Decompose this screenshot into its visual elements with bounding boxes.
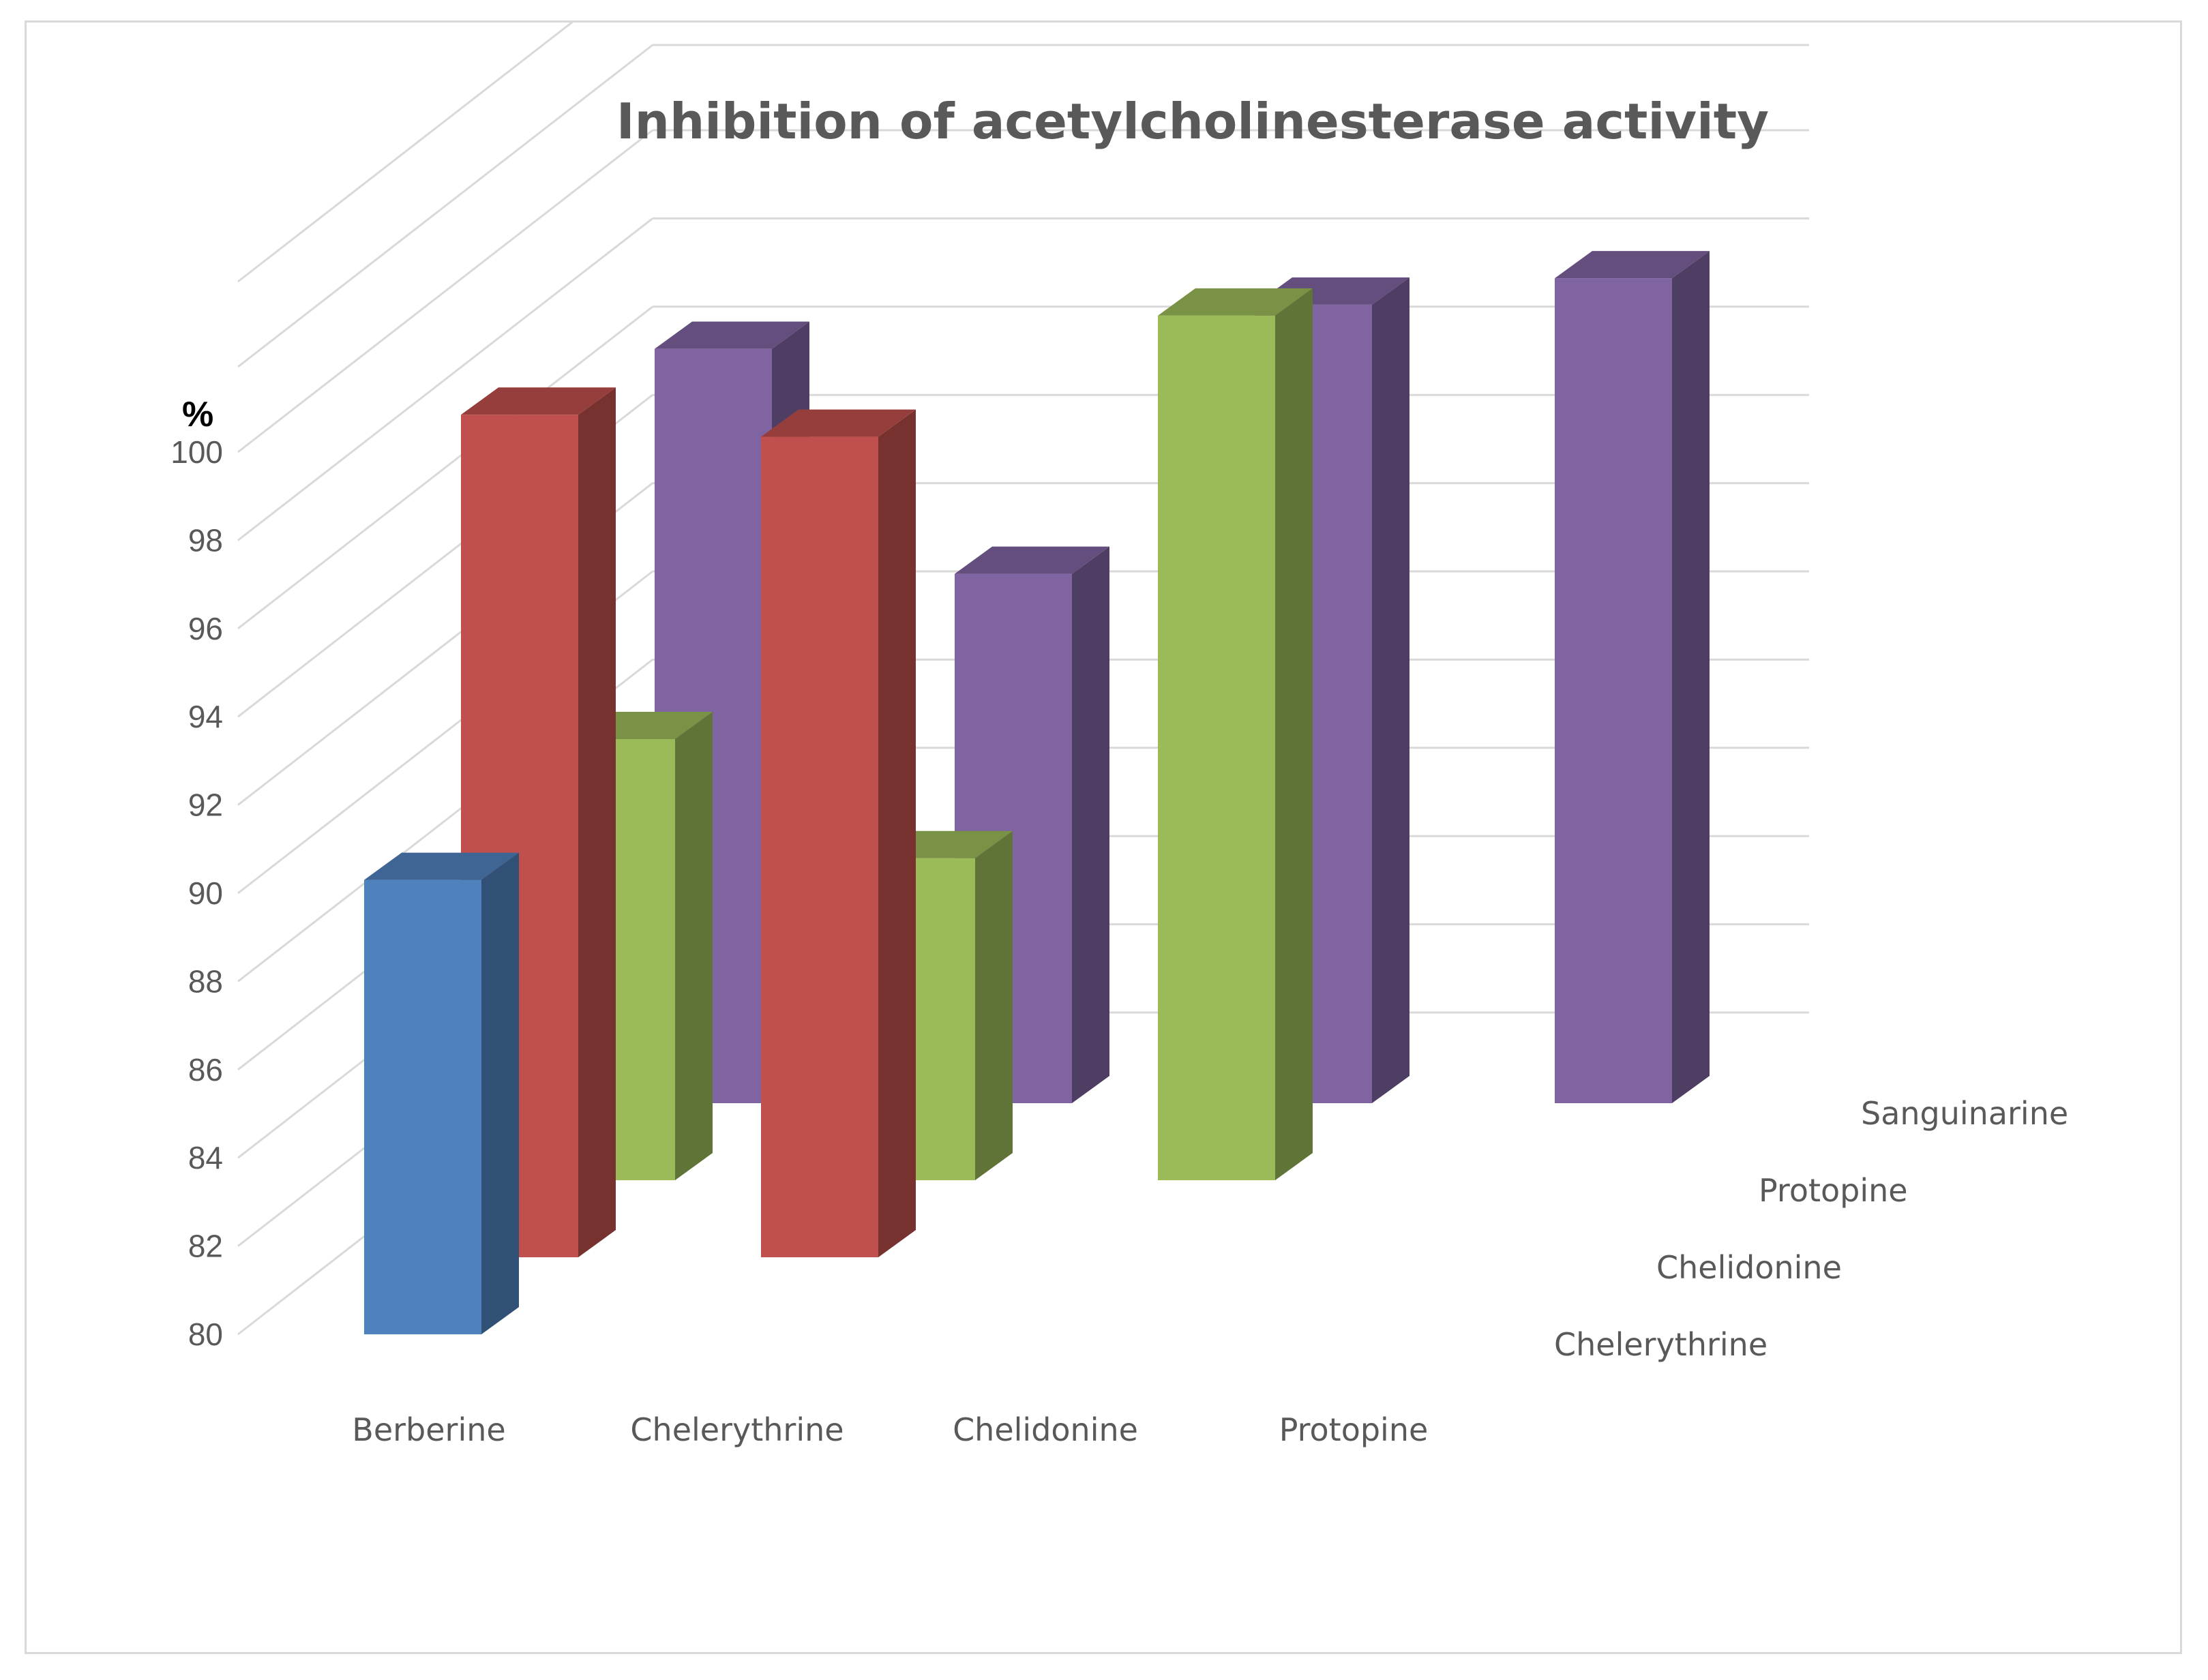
bar-side: [1072, 546, 1109, 1103]
bar: [1555, 251, 1710, 1103]
bar-front: [761, 436, 878, 1257]
bar: [364, 852, 519, 1334]
bar-side: [675, 712, 713, 1180]
bar-side: [1672, 251, 1710, 1103]
y-tick-label: 86: [188, 1052, 223, 1088]
bar-side: [878, 409, 916, 1257]
bar-side: [1372, 277, 1409, 1104]
bar-side: [481, 852, 519, 1334]
y-tick-label: 90: [188, 875, 223, 911]
bar-top: [461, 387, 616, 415]
x-category-label: Berberine: [352, 1411, 505, 1448]
x-category-label: Chelerythrine: [630, 1411, 844, 1448]
y-tick-label: 92: [188, 787, 223, 823]
bar-top: [761, 409, 916, 437]
gridline-side: [237, 305, 653, 629]
gridline-side: [237, 129, 653, 453]
bar-top: [364, 852, 519, 880]
gridline-side: [237, 22, 573, 283]
gridline-side: [237, 44, 653, 368]
chart-frame: 80 82 84 86 88 90 92 94 96 98 100 Berberine Cheleryt…: [25, 20, 2182, 1654]
y-tick-label: 84: [188, 1140, 223, 1175]
x-category-label: Chelidonine: [953, 1411, 1138, 1448]
chart-title: Inhibition of acetylcholinesterase activ…: [616, 93, 1769, 150]
series-depth-label: Sanguinarine: [1861, 1095, 2068, 1132]
bar-top: [1158, 288, 1313, 316]
bar-top: [1555, 251, 1710, 279]
bar: [761, 409, 916, 1257]
chart-svg: 80 82 84 86 88 90 92 94 96 98 100 Berberine Cheleryt…: [170, 22, 2068, 1448]
bar-front: [1555, 278, 1672, 1103]
bar-side: [1275, 288, 1313, 1180]
y-tick-label: 96: [188, 611, 223, 646]
bars-layer: [364, 251, 1710, 1334]
y-tick-label: 82: [188, 1229, 223, 1264]
y-tick-label: 88: [188, 963, 223, 999]
y-tick-label: 100: [170, 434, 223, 470]
bar-top: [655, 321, 809, 349]
y-tick-label: 98: [188, 522, 223, 558]
series-depth-label: Chelidonine: [1656, 1249, 1842, 1286]
gridline-side: [237, 217, 653, 541]
series-depth-label: Protopine: [1759, 1172, 1908, 1209]
series-depth-label: Chelerythrine: [1554, 1326, 1767, 1363]
bar-front: [364, 880, 481, 1334]
labels-layer: 80 82 84 86 88 90 92 94 96 98 100 Berberine Cheleryt…: [170, 434, 2068, 1448]
y-axis-unit: %: [182, 395, 213, 434]
bar: [1158, 288, 1313, 1180]
bar-front: [1158, 315, 1275, 1180]
y-tick-label: 80: [188, 1317, 223, 1352]
bar-side: [975, 830, 1013, 1180]
bar-side: [578, 387, 616, 1257]
x-category-label: Protopine: [1279, 1411, 1429, 1448]
bar-top: [955, 546, 1109, 574]
y-tick-label: 94: [188, 699, 223, 734]
